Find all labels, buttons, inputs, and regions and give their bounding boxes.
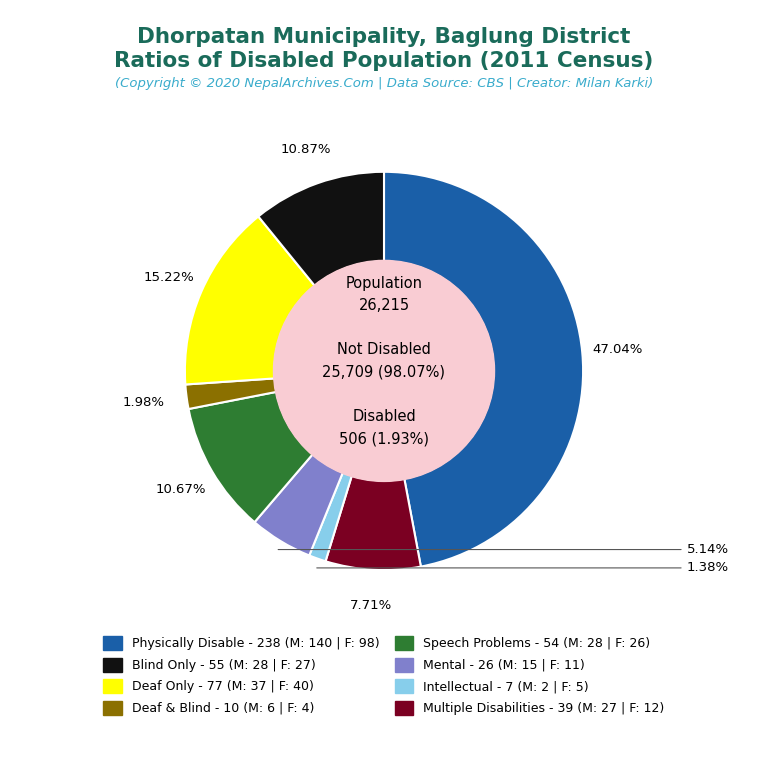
Text: Dhorpatan Municipality, Baglung District: Dhorpatan Municipality, Baglung District: [137, 27, 631, 47]
Wedge shape: [326, 475, 421, 570]
Text: 10.87%: 10.87%: [280, 143, 330, 156]
Text: 7.71%: 7.71%: [349, 599, 392, 612]
Text: 5.14%: 5.14%: [278, 543, 729, 556]
Wedge shape: [310, 472, 352, 561]
Wedge shape: [185, 379, 276, 409]
Text: 10.67%: 10.67%: [156, 483, 207, 495]
Wedge shape: [258, 172, 384, 286]
Text: 1.98%: 1.98%: [122, 396, 164, 409]
Legend: Physically Disable - 238 (M: 140 | F: 98), Blind Only - 55 (M: 28 | F: 27), Deaf: Physically Disable - 238 (M: 140 | F: 98…: [104, 637, 664, 715]
Text: Ratios of Disabled Population (2011 Census): Ratios of Disabled Population (2011 Cens…: [114, 51, 654, 71]
Wedge shape: [185, 217, 315, 385]
Text: 15.22%: 15.22%: [143, 271, 194, 284]
Text: Population
26,215

Not Disabled
25,709 (98.07%)

Disabled
506 (1.93%): Population 26,215 Not Disabled 25,709 (9…: [323, 276, 445, 446]
Text: 47.04%: 47.04%: [593, 343, 643, 356]
Text: (Copyright © 2020 NepalArchives.Com | Data Source: CBS | Creator: Milan Karki): (Copyright © 2020 NepalArchives.Com | Da…: [115, 77, 653, 90]
Wedge shape: [384, 172, 583, 567]
Circle shape: [273, 260, 495, 482]
Text: 1.38%: 1.38%: [316, 561, 729, 574]
Wedge shape: [189, 392, 313, 522]
Wedge shape: [254, 454, 343, 555]
